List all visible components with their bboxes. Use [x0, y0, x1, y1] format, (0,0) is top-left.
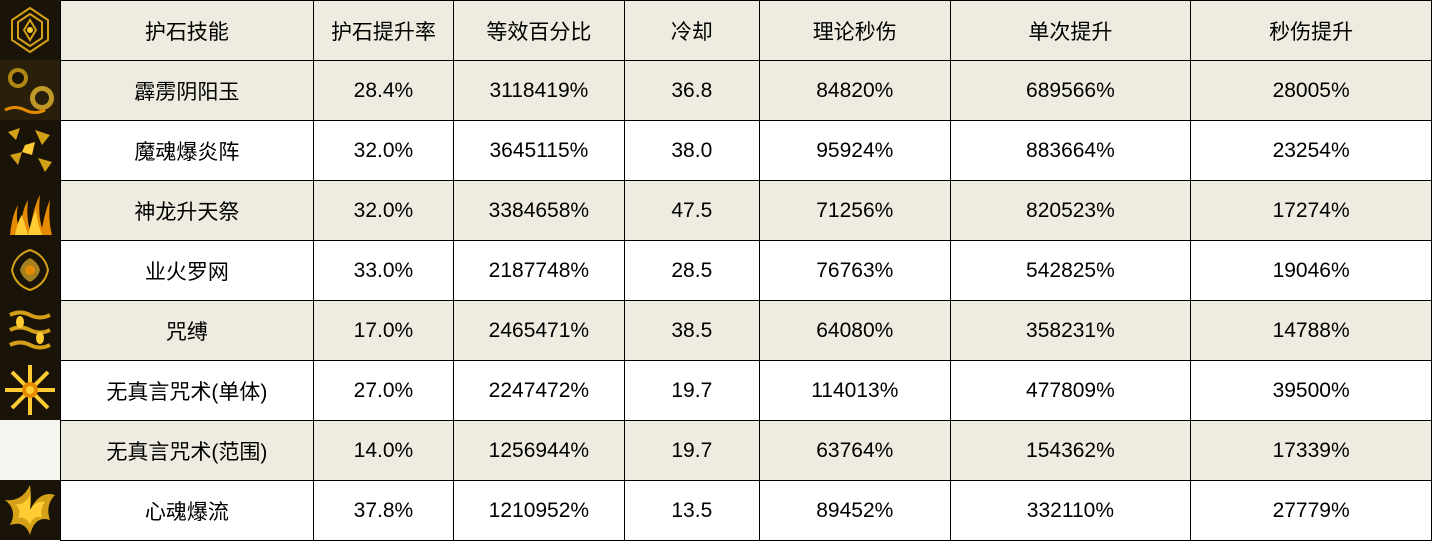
- cell-cooldown: 38.0: [624, 121, 759, 181]
- table-row: 咒缚 17.0% 2465471% 38.5 64080% 358231% 14…: [61, 301, 1432, 361]
- cell-dps-boost: 17274%: [1191, 181, 1432, 241]
- cell-single-boost: 477809%: [950, 361, 1191, 421]
- cell-dps-boost: 19046%: [1191, 241, 1432, 301]
- icon-column: [0, 0, 60, 541]
- cell-skill: 咒缚: [61, 301, 314, 361]
- cell-cooldown: 19.7: [624, 421, 759, 481]
- col-header-cooldown: 冷却: [624, 1, 759, 61]
- header-row: 护石技能 护石提升率 等效百分比 冷却 理论秒伤 单次提升 秒伤提升: [61, 1, 1432, 61]
- cell-theory-dps: 114013%: [760, 361, 951, 421]
- data-table: 护石技能 护石提升率 等效百分比 冷却 理论秒伤 单次提升 秒伤提升 霹雳阴阳玉…: [60, 0, 1432, 541]
- table-row: 无真言咒术(范围) 14.0% 1256944% 19.7 63764% 154…: [61, 421, 1432, 481]
- cell-skill: 心魂爆流: [61, 481, 314, 541]
- header-icon: [0, 0, 60, 60]
- skill-stats-table: 护石技能 护石提升率 等效百分比 冷却 理论秒伤 单次提升 秒伤提升 霹雳阴阳玉…: [0, 0, 1432, 541]
- cell-skill: 霹雳阴阳玉: [61, 61, 314, 121]
- cell-skill: 魔魂爆炎阵: [61, 121, 314, 181]
- col-header-equiv-pct: 等效百分比: [454, 1, 624, 61]
- cell-theory-dps: 76763%: [760, 241, 951, 301]
- cell-cooldown: 38.5: [624, 301, 759, 361]
- cell-dps-boost: 14788%: [1191, 301, 1432, 361]
- cell-dps-boost: 28005%: [1191, 61, 1432, 121]
- table-row: 业火罗网 33.0% 2187748% 28.5 76763% 542825% …: [61, 241, 1432, 301]
- cell-boost-rate: 37.8%: [313, 481, 453, 541]
- cell-skill: 神龙升天祭: [61, 181, 314, 241]
- col-header-skill: 护石技能: [61, 1, 314, 61]
- skill-icon-3: [0, 180, 60, 240]
- skill-icon-5: [0, 300, 60, 360]
- cell-theory-dps: 63764%: [760, 421, 951, 481]
- skill-icon-2: [0, 120, 60, 180]
- table-row: 心魂爆流 37.8% 1210952% 13.5 89452% 332110% …: [61, 481, 1432, 541]
- col-header-single-boost: 单次提升: [950, 1, 1191, 61]
- col-header-theory-dps: 理论秒伤: [760, 1, 951, 61]
- skill-icon-8: [0, 480, 60, 540]
- table-row: 魔魂爆炎阵 32.0% 3645115% 38.0 95924% 883664%…: [61, 121, 1432, 181]
- cell-equiv-pct: 3118419%: [454, 61, 624, 121]
- skill-icon-4: [0, 240, 60, 300]
- cell-theory-dps: 95924%: [760, 121, 951, 181]
- col-header-boost-rate: 护石提升率: [313, 1, 453, 61]
- cell-theory-dps: 71256%: [760, 181, 951, 241]
- col-header-dps-boost: 秒伤提升: [1191, 1, 1432, 61]
- cell-single-boost: 358231%: [950, 301, 1191, 361]
- cell-equiv-pct: 2247472%: [454, 361, 624, 421]
- skill-icon-7: [0, 420, 60, 480]
- cell-skill: 无真言咒术(范围): [61, 421, 314, 481]
- cell-theory-dps: 84820%: [760, 61, 951, 121]
- cell-dps-boost: 27779%: [1191, 481, 1432, 541]
- cell-single-boost: 542825%: [950, 241, 1191, 301]
- cell-boost-rate: 32.0%: [313, 121, 453, 181]
- cell-skill: 无真言咒术(单体): [61, 361, 314, 421]
- cell-equiv-pct: 1210952%: [454, 481, 624, 541]
- cell-cooldown: 13.5: [624, 481, 759, 541]
- table-row: 神龙升天祭 32.0% 3384658% 47.5 71256% 820523%…: [61, 181, 1432, 241]
- cell-boost-rate: 28.4%: [313, 61, 453, 121]
- cell-boost-rate: 17.0%: [313, 301, 453, 361]
- cell-cooldown: 47.5: [624, 181, 759, 241]
- cell-boost-rate: 27.0%: [313, 361, 453, 421]
- skill-icon-1: [0, 60, 60, 120]
- cell-cooldown: 28.5: [624, 241, 759, 301]
- cell-equiv-pct: 3384658%: [454, 181, 624, 241]
- cell-theory-dps: 89452%: [760, 481, 951, 541]
- cell-theory-dps: 64080%: [760, 301, 951, 361]
- table-row: 霹雳阴阳玉 28.4% 3118419% 36.8 84820% 689566%…: [61, 61, 1432, 121]
- cell-dps-boost: 39500%: [1191, 361, 1432, 421]
- cell-boost-rate: 32.0%: [313, 181, 453, 241]
- cell-boost-rate: 33.0%: [313, 241, 453, 301]
- cell-single-boost: 820523%: [950, 181, 1191, 241]
- cell-boost-rate: 14.0%: [313, 421, 453, 481]
- skill-icon-6: [0, 360, 60, 420]
- cell-equiv-pct: 2187748%: [454, 241, 624, 301]
- cell-single-boost: 332110%: [950, 481, 1191, 541]
- cell-dps-boost: 17339%: [1191, 421, 1432, 481]
- cell-single-boost: 689566%: [950, 61, 1191, 121]
- table-row: 无真言咒术(单体) 27.0% 2247472% 19.7 114013% 47…: [61, 361, 1432, 421]
- cell-dps-boost: 23254%: [1191, 121, 1432, 181]
- cell-cooldown: 36.8: [624, 61, 759, 121]
- cell-single-boost: 883664%: [950, 121, 1191, 181]
- cell-single-boost: 154362%: [950, 421, 1191, 481]
- cell-equiv-pct: 3645115%: [454, 121, 624, 181]
- cell-skill: 业火罗网: [61, 241, 314, 301]
- cell-equiv-pct: 1256944%: [454, 421, 624, 481]
- cell-cooldown: 19.7: [624, 361, 759, 421]
- cell-equiv-pct: 2465471%: [454, 301, 624, 361]
